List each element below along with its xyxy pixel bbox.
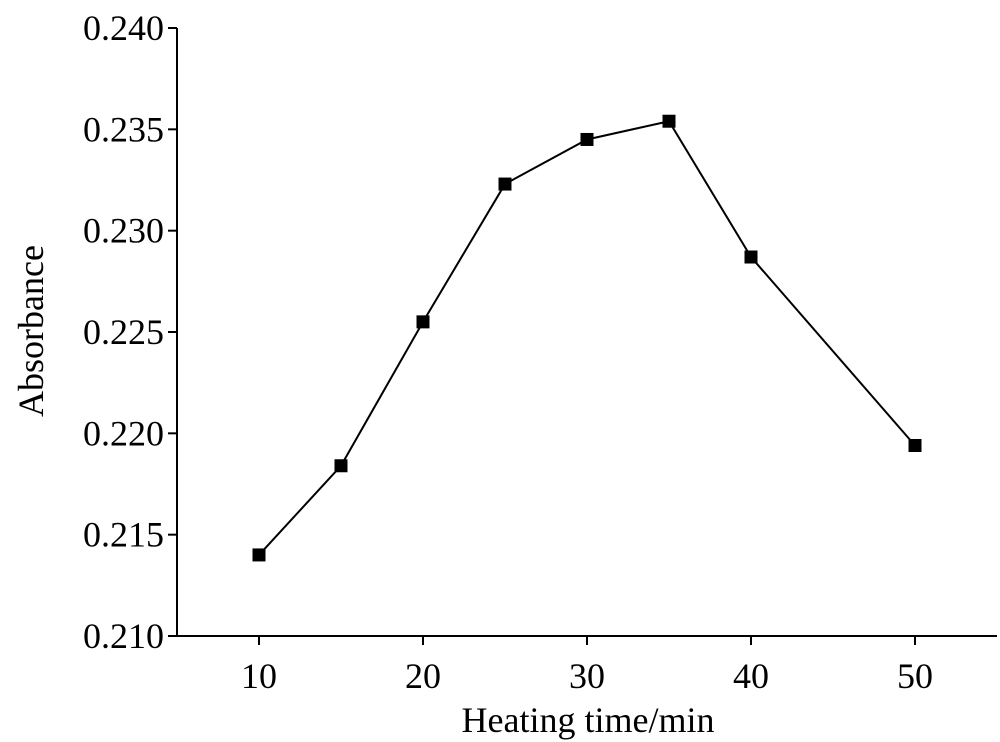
y-tick-label: 0.230 [83, 211, 164, 251]
data-point-marker [416, 315, 430, 329]
y-tick-label: 0.215 [83, 515, 164, 555]
x-tick-label: 10 [241, 656, 277, 696]
data-point-marker [908, 438, 922, 452]
y-tick-label: 0.235 [83, 109, 164, 149]
y-tick-label: 0.225 [83, 312, 164, 352]
x-axis-title: Heating time/min [462, 700, 715, 740]
data-point-marker [580, 132, 594, 146]
data-point-marker [662, 114, 676, 128]
x-tick-label: 50 [897, 656, 933, 696]
plot-area: 0.210 0.215 0.220 0.225 0.230 0.235 0.240 10 20… [83, 8, 997, 696]
y-axis-title: Absorbance [11, 245, 51, 417]
data-point-marker [252, 548, 266, 562]
x-tick-label: 20 [405, 656, 441, 696]
x-tick-label: 30 [569, 656, 605, 696]
y-tick-label: 0.220 [83, 413, 164, 453]
series-line [258, 120, 916, 556]
x-axis-ticks: 10 20 30 40 50 [241, 636, 933, 696]
y-tick-label: 0.210 [83, 616, 164, 656]
y-axis-ticks: 0.210 0.215 0.220 0.225 0.230 0.235 0.240 [83, 8, 177, 656]
x-tick-label: 40 [733, 656, 769, 696]
series-group [252, 114, 922, 562]
data-point-marker [334, 459, 348, 473]
y-tick-label: 0.240 [83, 8, 164, 48]
data-point-marker [744, 250, 758, 264]
data-point-marker [498, 177, 512, 191]
